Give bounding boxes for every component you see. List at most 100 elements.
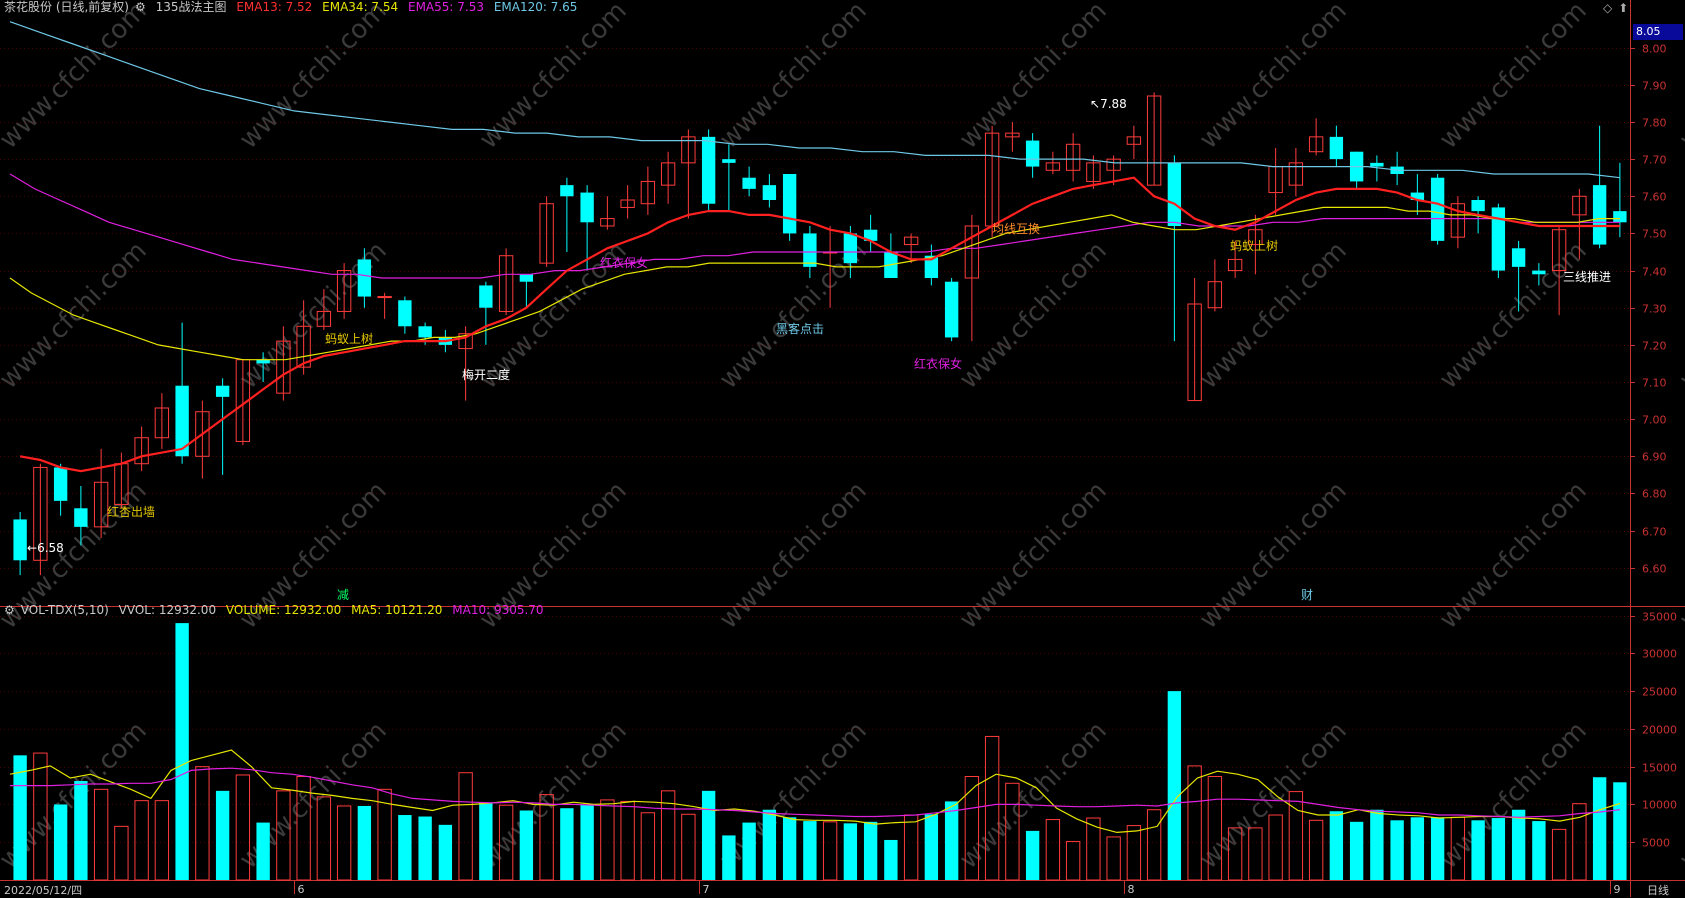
volume-tick-label: 30000	[1642, 648, 1677, 661]
volume-bar	[822, 821, 838, 881]
candle-body	[1086, 162, 1101, 182]
annotation-meikai: 梅开二度	[462, 368, 511, 382]
volume-bar	[235, 774, 251, 881]
volume-bar	[1086, 817, 1101, 881]
candle-body	[580, 192, 594, 223]
price-tick-label: 6.70	[1642, 526, 1667, 539]
ema34-label: EMA34: 7.54	[322, 0, 399, 14]
annotation-sanxian: 三线推进	[1563, 270, 1612, 284]
volume-bar	[1065, 840, 1081, 881]
annotation-mayi-2: 蚂蚁上树	[1230, 239, 1279, 253]
candle-body	[1146, 95, 1162, 186]
volume-bar	[843, 823, 858, 880]
candle-body	[458, 333, 473, 350]
candle-body	[1491, 207, 1506, 271]
candle-body	[296, 325, 311, 368]
candle-body	[276, 340, 291, 394]
stock-title[interactable]: 茶花股份 (日线,前复权)	[4, 0, 129, 14]
volume-bar	[742, 822, 756, 880]
month-label: 6	[298, 883, 305, 896]
price-tick-label: 7.50	[1642, 228, 1667, 241]
price-panel-header: 茶花股份 (日线,前复权) ⚙ 135战法主图 EMA13: 7.52 EMA34…	[4, 0, 583, 14]
ema13-label: EMA13: 7.52	[236, 0, 313, 14]
marker-jian[interactable]: 减	[337, 588, 350, 602]
window-controls: ◇ ⬆	[1603, 1, 1634, 15]
candle-body	[215, 385, 230, 397]
candle-body	[1511, 248, 1526, 267]
candle-body	[803, 233, 817, 267]
candle-body	[357, 259, 372, 297]
volume-bar	[438, 824, 453, 880]
candle-body	[1532, 270, 1546, 275]
candle-body	[1065, 143, 1081, 171]
volume-bar	[1308, 819, 1324, 881]
volume-bar	[944, 801, 959, 880]
volume-bar	[1106, 836, 1121, 881]
price-tick-label: 8.00	[1642, 43, 1667, 56]
candle-body	[1329, 136, 1344, 160]
volume-tick-label: 25000	[1642, 686, 1677, 699]
volume-bar	[1005, 782, 1020, 881]
month-label: 7	[703, 883, 710, 896]
diamond-icon[interactable]: ◇	[1603, 1, 1613, 15]
volume-bar	[964, 775, 980, 881]
current-price-box: 8.05	[1633, 24, 1683, 40]
volume-bar	[1613, 782, 1627, 880]
volume-bar	[479, 802, 493, 880]
candle-body	[1045, 162, 1061, 171]
volume-bar	[762, 809, 777, 880]
candle-body	[256, 359, 270, 364]
volume-bar	[1430, 817, 1445, 880]
volume-bar	[1471, 820, 1485, 880]
candle-body	[398, 300, 412, 327]
candle-body	[782, 174, 797, 234]
vol-ma10-line	[10, 767, 1621, 818]
vol-indicator-name[interactable]: VOL-TDX(5,10)	[20, 603, 109, 617]
volume-bar	[782, 817, 797, 880]
candle-body	[195, 411, 210, 457]
candle-body	[660, 162, 676, 186]
volume-bar	[1207, 775, 1223, 881]
volume-bar	[498, 804, 514, 881]
candle-body	[1207, 281, 1223, 309]
volume-tick-label: 35000	[1642, 611, 1677, 624]
volume-bar	[195, 766, 210, 881]
candle-body	[863, 229, 878, 241]
volume-bar	[1025, 830, 1040, 880]
volume-panel-header: ⚙ VOL-TDX(5,10) VVOL: 12932.00 VOLUME: 12…	[4, 603, 550, 617]
gear-icon[interactable]: ⚙	[135, 0, 146, 14]
volume-tick-label: 10000	[1642, 799, 1677, 812]
price-tick-label: 7.20	[1642, 340, 1667, 353]
volume-bar	[316, 796, 332, 881]
volume-bar	[722, 835, 736, 880]
candle-body	[560, 185, 574, 197]
period-label[interactable]: 日线	[1647, 884, 1669, 897]
volume-bar	[1126, 825, 1142, 881]
volume-bar	[1045, 819, 1061, 881]
volume-bar	[175, 623, 189, 880]
candle-body	[640, 180, 656, 205]
candle-body	[53, 467, 68, 501]
high-price-value: 7.88	[1100, 97, 1127, 111]
volume-bar	[1410, 817, 1425, 880]
marker-cai[interactable]: 财	[1301, 588, 1314, 602]
volume-bar	[256, 822, 270, 880]
price-tick-label: 7.40	[1642, 266, 1667, 279]
candle-body	[479, 285, 493, 308]
volume-bar	[1268, 814, 1283, 881]
candle-body	[600, 218, 615, 227]
gear-icon[interactable]: ⚙	[4, 603, 15, 617]
volume-bar	[33, 752, 48, 881]
arrow-up-icon[interactable]: ⬆	[1618, 1, 1629, 15]
volume-bar	[93, 788, 109, 881]
candle-body	[1288, 162, 1304, 186]
volume-bar	[1349, 821, 1364, 880]
annotation-hongxing: 红杏出墙	[107, 505, 156, 519]
month-label: 9	[1614, 883, 1621, 896]
candle-body	[1167, 162, 1182, 226]
volume-bar	[458, 772, 473, 881]
volume-bar	[519, 810, 534, 880]
volume-bar	[620, 800, 635, 881]
